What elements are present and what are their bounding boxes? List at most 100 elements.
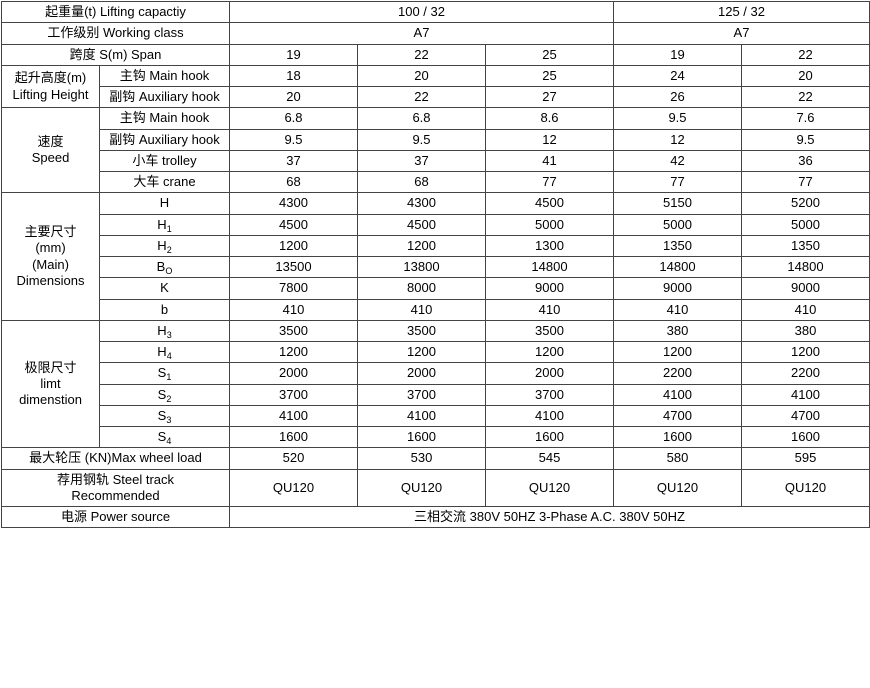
row-trolley-speed: 小车 trolley 37 37 41 42 36	[2, 149, 870, 173]
cell-lim-S1-1: 2000	[357, 362, 486, 385]
crane-specification-table: 起重量(t) Lifting capactiy 100 / 32 125 / 32 工…	[1, 0, 870, 529]
cell-span-0: 19	[229, 43, 358, 66]
cell-lim-H4-2: 1200	[485, 340, 614, 364]
cell-power-source-0: 三相交流 380V 50HZ 3-Phase A.C. 380V 50HZ	[229, 505, 870, 529]
cell-dim-K-2: 9000	[485, 277, 614, 300]
cell-dim-K-4: 9000	[741, 277, 870, 300]
cell-aux-hook-speed-3: 12	[613, 128, 742, 151]
cell-steel-track-0: QU120	[229, 468, 358, 507]
cell-dim-b-0: 410	[229, 298, 358, 321]
sub-label-trolley-speed: 小车 trolley	[99, 149, 230, 173]
group-label-speed: 速度 Speed	[1, 107, 100, 194]
cell-main-hook-height-4: 20	[741, 64, 870, 88]
cell-lim-S2-2: 3700	[485, 383, 614, 406]
cell-span-2: 25	[485, 43, 614, 66]
sub-label-dim-H1: H1	[99, 213, 230, 236]
table-body: 起重量(t) Lifting capactiy 100 / 32 125 / 32 工…	[1, 0, 870, 529]
cell-trolley-speed-1: 37	[357, 149, 486, 173]
cell-dim-H2-0: 1200	[229, 234, 358, 258]
cell-aux-hook-speed-1: 9.5	[357, 128, 486, 151]
sub-label-lim-S3: S3	[99, 404, 230, 428]
cell-max-wheel-load-1: 530	[357, 447, 486, 470]
cell-steel-track-1: QU120	[357, 468, 486, 507]
row-main-hook-speed: 速度 Speed 主钩 Main hook 6.8 6.8 8.6 9.5 7.6	[1, 107, 870, 194]
cell-dim-b-3: 410	[613, 298, 742, 321]
cell-lim-H4-3: 1200	[613, 340, 742, 364]
cell-dim-Bo-4: 14800	[741, 255, 870, 279]
cell-max-wheel-load-2: 545	[485, 447, 614, 470]
cell-lifting-capacity-1: 125 / 32	[613, 0, 870, 24]
cell-lim-H3-2: 3500	[485, 319, 614, 343]
cell-lim-S3-1: 4100	[357, 404, 486, 428]
cell-dim-b-4: 410	[741, 298, 870, 321]
sub-label-crane-speed: 大车 crane	[99, 170, 230, 194]
cell-main-hook-speed-1: 6.8	[357, 107, 486, 130]
cell-lim-S4-2: 1600	[485, 425, 614, 449]
row-label-working-class: 工作级别 Working class	[1, 22, 230, 45]
row-aux-hook-speed: 副钩 Auxiliary hook 9.5 9.5 12 12 9.5	[2, 128, 870, 151]
cell-dim-H2-1: 1200	[357, 234, 486, 258]
sub-label-lim-S2: S2	[99, 383, 230, 406]
row-lim-S4: S4 1600 1600 1600 1600 1600	[2, 425, 870, 449]
cell-working-class-0: A7	[229, 22, 614, 45]
cell-crane-speed-4: 77	[741, 170, 870, 194]
row-aux-hook-height: 副钩 Auxiliary hook 20 22 27 26 22	[2, 85, 870, 109]
row-label-steel-track: 荐用钢轨 Steel track Recommended	[1, 468, 230, 507]
cell-dim-H2-3: 1350	[613, 234, 742, 258]
cell-main-hook-height-3: 24	[613, 64, 742, 88]
cell-crane-speed-3: 77	[613, 170, 742, 194]
cell-aux-hook-speed-0: 9.5	[229, 128, 358, 151]
cell-lim-S3-4: 4700	[741, 404, 870, 428]
cell-lim-S1-3: 2200	[613, 362, 742, 385]
cell-main-hook-height-0: 18	[229, 64, 358, 88]
cell-lim-S3-0: 4100	[229, 404, 358, 428]
row-lim-S1: S1 2000 2000 2000 2200 2200	[2, 362, 870, 385]
row-label-max-wheel-load: 最大轮压 (KN)Max wheel load	[1, 447, 230, 470]
cell-dim-H-3: 5150	[613, 192, 742, 215]
row-lim-S3: S3 4100 4100 4100 4700 4700	[2, 404, 870, 428]
sub-label-dim-Bo: BO	[99, 255, 230, 279]
cell-dim-K-1: 8000	[357, 277, 486, 300]
cell-trolley-speed-2: 41	[485, 149, 614, 173]
cell-span-1: 22	[357, 43, 486, 66]
cell-dim-b-2: 410	[485, 298, 614, 321]
cell-aux-hook-height-3: 26	[613, 85, 742, 109]
cell-dim-Bo-2: 14800	[485, 255, 614, 279]
row-crane-speed: 大车 crane 68 68 77 77 77	[2, 170, 870, 194]
sub-label-lim-H3: H3	[99, 319, 230, 343]
cell-trolley-speed-4: 36	[741, 149, 870, 173]
cell-lim-S2-1: 3700	[357, 383, 486, 406]
cell-max-wheel-load-4: 595	[741, 447, 870, 470]
cell-steel-track-2: QU120	[485, 468, 614, 507]
cell-main-hook-speed-0: 6.8	[229, 107, 358, 130]
row-dim-b: b 410 410 410 410 410	[2, 298, 870, 321]
row-main-hook-height: 起升高度(m) Lifting Height 主钩 Main hook 18 20 25 2…	[1, 64, 870, 109]
cell-dim-K-3: 9000	[613, 277, 742, 300]
sub-label-dim-H: H	[99, 192, 230, 215]
cell-crane-speed-0: 68	[229, 170, 358, 194]
cell-lim-H4-0: 1200	[229, 340, 358, 364]
sub-label-dim-b: b	[99, 298, 230, 321]
cell-lim-H4-4: 1200	[741, 340, 870, 364]
group-label-main-dimensions: 主要尺寸 (mm) (Main) Dimensions	[1, 192, 100, 321]
cell-aux-hook-height-2: 27	[485, 85, 614, 109]
row-lifting-capacity: 起重量(t) Lifting capactiy 100 / 32 125 / 32	[1, 0, 870, 24]
cell-dim-H1-2: 5000	[485, 213, 614, 236]
cell-main-hook-speed-3: 9.5	[613, 107, 742, 130]
cell-aux-hook-speed-2: 12	[485, 128, 614, 151]
sub-label-aux-hook-speed: 副钩 Auxiliary hook	[99, 128, 230, 151]
row-dim-K: K 7800 8000 9000 9000 9000	[2, 277, 870, 300]
cell-lim-S2-3: 4100	[613, 383, 742, 406]
cell-main-hook-speed-2: 8.6	[485, 107, 614, 130]
cell-working-class-1: A7	[613, 22, 870, 45]
row-max-wheel-load: 最大轮压 (KN)Max wheel load 520 530 545 580 595	[1, 447, 870, 470]
cell-lim-S3-3: 4700	[613, 404, 742, 428]
cell-lim-S1-4: 2200	[741, 362, 870, 385]
cell-lim-H3-0: 3500	[229, 319, 358, 343]
sub-label-dim-H2: H2	[99, 234, 230, 258]
cell-main-hook-height-1: 20	[357, 64, 486, 88]
cell-dim-K-0: 7800	[229, 277, 358, 300]
sub-label-main-hook-height: 主钩 Main hook	[99, 64, 230, 88]
cell-main-hook-height-2: 25	[485, 64, 614, 88]
cell-aux-hook-height-1: 22	[357, 85, 486, 109]
